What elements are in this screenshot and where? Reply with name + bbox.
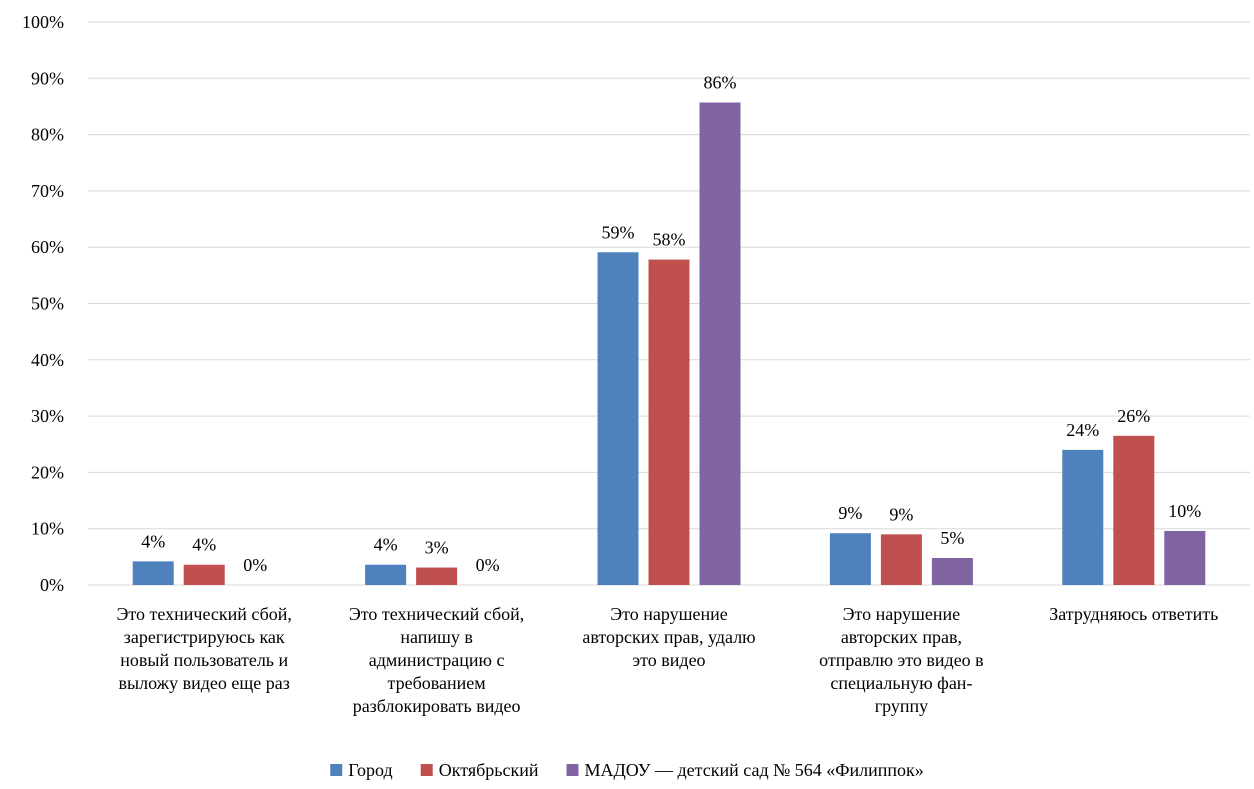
bar [699,102,741,585]
x-category-label: Это нарушение авторских прав, удалю это ви… [582,604,755,670]
y-tick-label: 100% [22,12,64,32]
data-label: 9% [838,503,862,523]
bar [1113,435,1155,585]
y-tick-label: 60% [31,237,64,257]
legend-item: МАДОУ — детский сад № 564 «Филиппок» [566,760,924,780]
bar [829,533,871,585]
x-category-label: Это технический сбой, зарегистрируюсь как… [117,604,292,693]
bar [1062,449,1104,585]
data-label: 86% [704,73,737,93]
y-tick-label: 20% [31,462,64,482]
data-label: 24% [1066,420,1099,440]
y-tick-label: 40% [31,350,64,370]
legend-item: Октябрьский [420,760,539,780]
data-labels: 4% 4% 59% 9% 24% 4% 3% 58% 9% 26% 0% 0% 86% 5% 10% [141,73,1201,575]
legend-swatch [420,764,433,776]
data-label: 10% [1168,501,1201,521]
x-category-label: Затрудняюсь ответить [1049,604,1218,624]
data-label: 26% [1117,406,1150,426]
bar [880,534,922,585]
x-axis-category-labels: Это технический сбой, зарегистрируюсь как… [117,604,1219,716]
legend-label: Октябрьский [439,760,539,780]
bars [132,102,1206,585]
y-tick-label: 50% [31,294,64,314]
legend-swatch [566,764,579,776]
data-label: 59% [602,222,635,242]
bar [597,252,639,585]
data-label: 0% [243,555,267,575]
data-label: 9% [889,504,913,524]
x-category-label: Это технический сбой, напишу в администрац… [349,604,524,716]
data-label: 4% [141,531,165,551]
legend-label: МАДОУ — детский сад № 564 «Филиппок» [585,760,924,780]
legend-label: Город [348,760,392,780]
data-label: 3% [425,538,449,558]
y-tick-label: 80% [31,125,64,145]
legend-item: Город [330,760,393,780]
data-label: 4% [192,535,216,555]
bar [1164,530,1206,585]
bar [416,567,458,585]
bar [931,557,973,585]
bar [132,561,174,585]
y-tick-label: 0% [40,575,64,595]
legend-swatch [330,764,343,776]
bar [365,564,407,585]
bar [183,564,225,585]
data-label: 5% [940,528,964,548]
bar [648,259,690,585]
legend: Город Октябрьский МАДОУ — детский сад № 56… [330,760,924,780]
data-label: 58% [653,230,686,250]
y-axis-tick-labels: 0% 10% 20% 30% 40% 50% 60% 70% 80% 90% 100% [22,12,64,595]
x-category-label: Это нарушение авторских прав, отправлю это… [819,604,984,716]
data-label: 0% [476,555,500,575]
y-tick-label: 30% [31,406,64,426]
data-label: 4% [374,535,398,555]
y-tick-label: 10% [31,519,64,539]
y-tick-label: 90% [31,68,64,88]
y-tick-label: 70% [31,181,64,201]
